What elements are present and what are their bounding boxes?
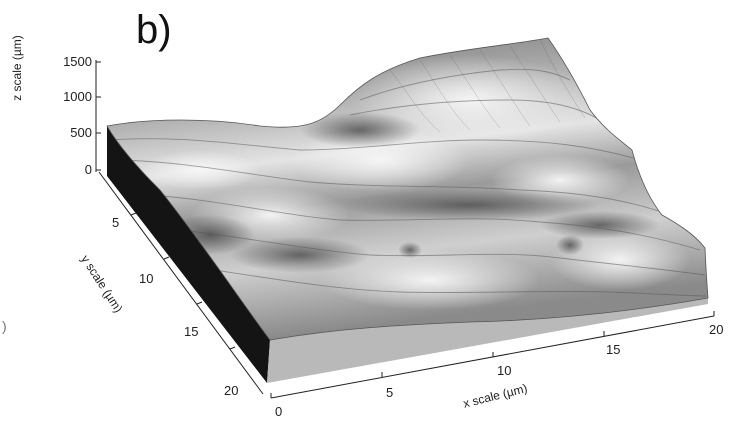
z-axis-title: z scale (µm)	[10, 35, 24, 101]
z-tick-label: 1500	[63, 54, 92, 69]
front-face	[267, 298, 708, 383]
z-tick-label: 0	[84, 162, 92, 177]
x-tick-label: 5	[386, 385, 394, 400]
x-tick-label: 0	[275, 404, 283, 419]
z-tick-label: 500	[70, 125, 92, 140]
y-axis-line	[98, 171, 264, 395]
x-tick-label: 10	[497, 363, 512, 378]
cropped-neighbor-mark: )	[2, 318, 7, 334]
x-tick-label: 20	[709, 322, 724, 337]
x-tick-label: 15	[606, 342, 621, 357]
y-tick-label: 15	[184, 324, 199, 339]
panel-label: b)	[136, 8, 172, 52]
y-tick-label: 10	[139, 271, 154, 286]
surface-shading	[109, 39, 707, 310]
left-face	[107, 126, 270, 383]
axis-lines	[95, 60, 715, 399]
y-tick-label: 20	[224, 383, 239, 398]
y-tick-label: 5	[112, 215, 120, 230]
z-tick-label: 1000	[63, 89, 92, 104]
